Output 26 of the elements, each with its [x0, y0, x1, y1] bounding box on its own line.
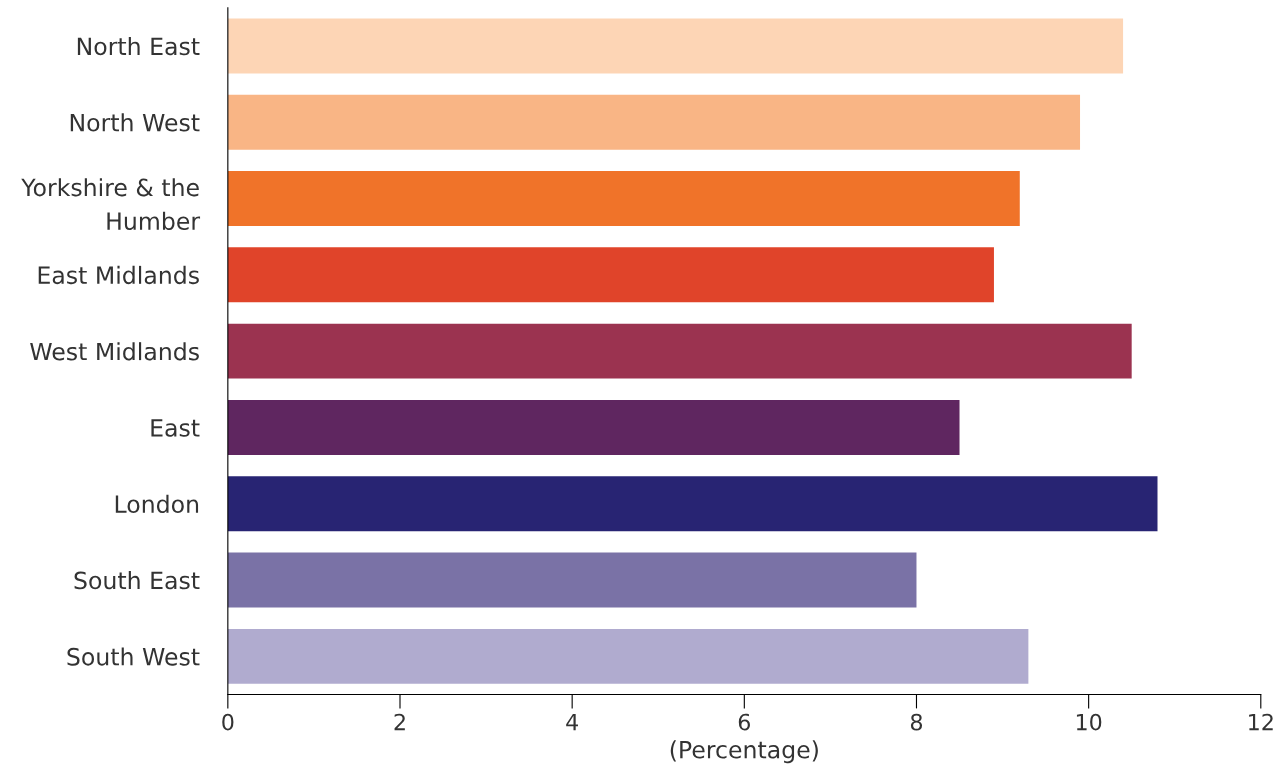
- y-tick-label: Yorkshire & the Humber: [21, 178, 201, 231]
- x-axis-title: (Percentage): [670, 740, 818, 764]
- bar: [227, 323, 1132, 379]
- y-tick-label: North West: [70, 113, 200, 132]
- y-tick-label: London: [115, 494, 199, 514]
- bar: [227, 399, 960, 455]
- bar: [227, 476, 1158, 532]
- y-tick-label: South East: [74, 571, 200, 590]
- x-tick-label: 2: [394, 713, 405, 731]
- bar: [227, 94, 1081, 150]
- x-tick-label: 12: [1249, 713, 1273, 731]
- y-tick-label: West Midlands: [30, 342, 199, 361]
- x-tick-label: 10: [1076, 713, 1102, 731]
- bar: [227, 247, 994, 303]
- y-tick-label: East: [151, 419, 200, 437]
- bar: [227, 171, 1020, 226]
- bar: [227, 18, 1124, 74]
- x-tick-label: 6: [738, 713, 750, 731]
- bar: [227, 552, 917, 608]
- bar: [227, 628, 1029, 684]
- x-tick-label: 0: [222, 713, 234, 731]
- y-tick-label: South West: [67, 647, 200, 666]
- x-tick-label: 4: [566, 713, 578, 731]
- x-tick-label: 8: [910, 713, 923, 731]
- y-tick-label: North East: [77, 36, 200, 56]
- y-tick-label: East Midlands: [38, 265, 199, 285]
